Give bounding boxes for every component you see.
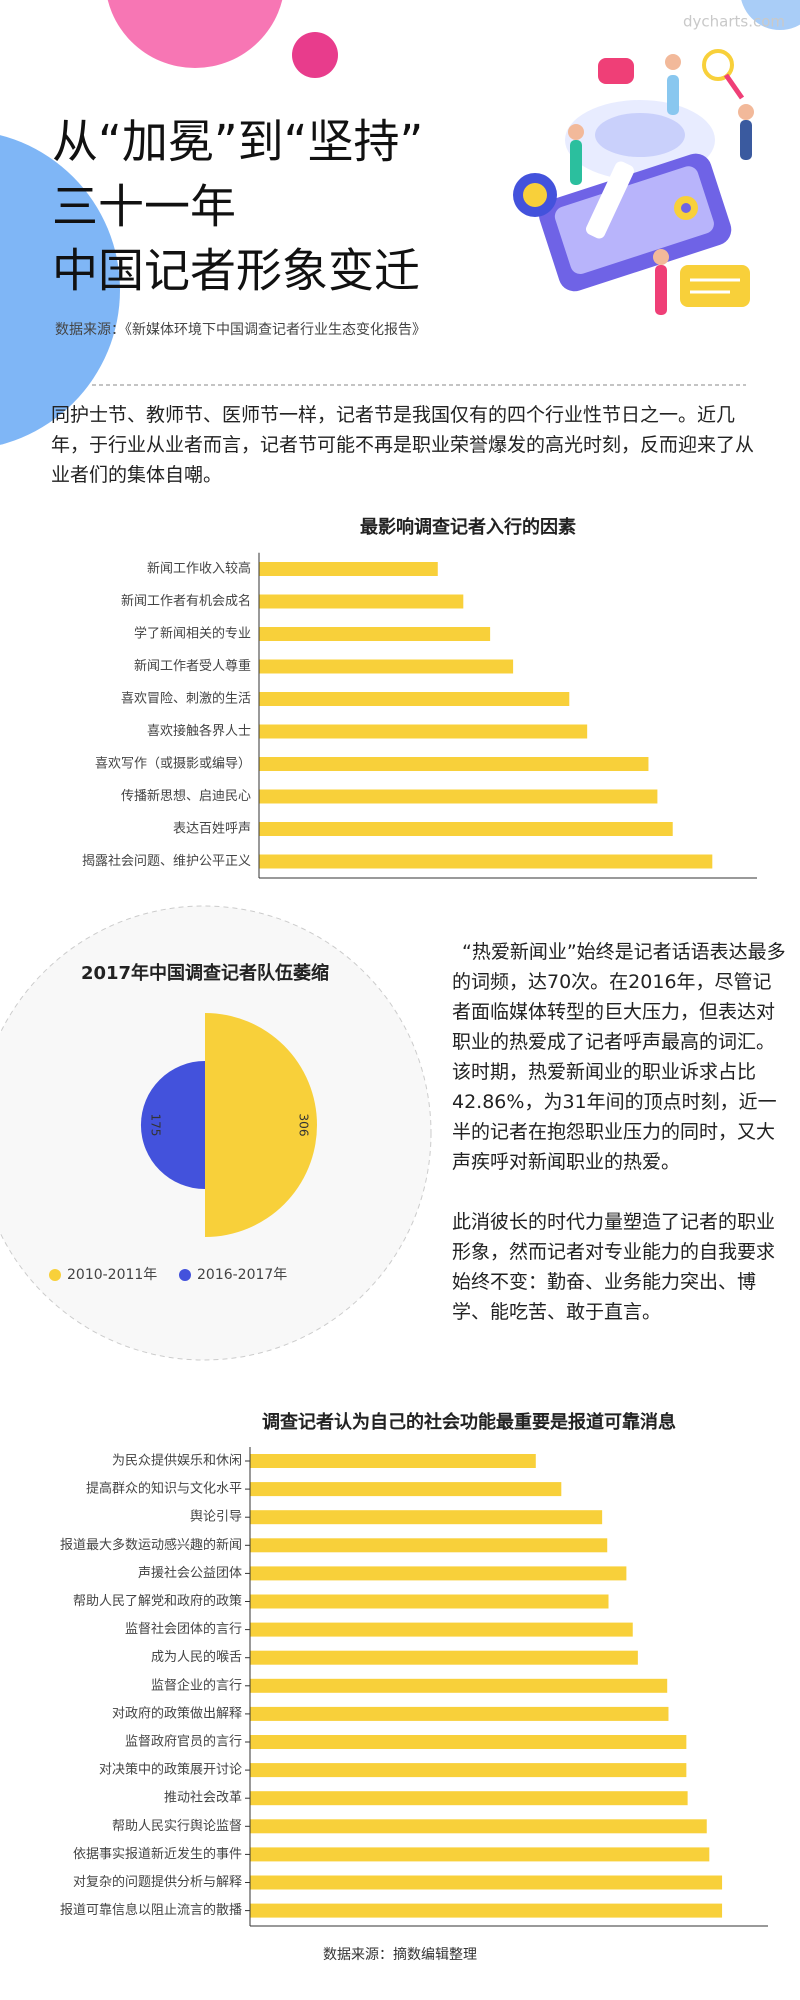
- bar: [259, 594, 464, 609]
- bar: [259, 724, 588, 739]
- y-tick-label: 传播新思想、启迪民心: [121, 788, 251, 804]
- y-tick-label: 表达百姓呼声: [173, 822, 251, 837]
- y-tick-label: 报道最大多数运动感兴趣的新闻: [60, 1537, 242, 1553]
- rose-sector: [140, 1060, 205, 1190]
- y-tick-label: 声援社会公益团体: [138, 1565, 242, 1581]
- bar: [250, 1735, 687, 1749]
- y-tick-label: 对决策中的政策展开讨论: [99, 1762, 242, 1778]
- y-tick-label: 学了新闻相关的专业: [134, 626, 251, 642]
- bar: [250, 1763, 687, 1778]
- bar: [259, 562, 438, 576]
- bar: [259, 692, 570, 706]
- intro: 同护士节、教师节、医师节一样，记者节是我国仅有的四个行业性节日之一。近几年，于行…: [51, 404, 755, 486]
- bar: [250, 1706, 669, 1721]
- bar: [250, 1650, 638, 1665]
- side-text: “热爱新闻业”始终是记者话语表达最多的词频，达70次。在2016年，尽管记者面临…: [452, 941, 786, 1173]
- decor-circle: [0, 135, 120, 445]
- bar: [250, 1566, 627, 1581]
- logo: dycharts.com: [683, 13, 785, 31]
- source: 数据来源：《新媒体环境下中国调查记者行业生态变化报告》: [55, 322, 426, 338]
- title-line: 中国记者形象变迁: [52, 244, 420, 298]
- chart-title: 调查记者认为自己的社会功能最重要是报道可靠消息: [262, 1411, 676, 1433]
- bar: [250, 1847, 710, 1862]
- y-tick-label: 对复杂的问题提供分析与解释: [73, 1874, 242, 1890]
- y-tick-label: 报道可靠信息以阻止流言的散播: [60, 1902, 242, 1918]
- bar: [250, 1678, 668, 1693]
- bar: [259, 659, 514, 674]
- bar: [250, 1903, 723, 1918]
- y-tick-label: 帮助人民了解党和政府的政策: [73, 1593, 242, 1609]
- bar: [250, 1622, 633, 1637]
- y-tick-label: 推动社会改革: [164, 1790, 242, 1806]
- bar: [250, 1819, 707, 1834]
- legend-swatch: [49, 1269, 61, 1281]
- y-tick-label: 监督社会团体的言行: [125, 1621, 242, 1637]
- bar: [250, 1482, 562, 1497]
- y-tick-label: 舆论引导: [190, 1510, 242, 1525]
- decor-circle: [741, 0, 800, 30]
- bar: [250, 1538, 608, 1553]
- bar: [250, 1454, 536, 1468]
- bar: [250, 1791, 688, 1806]
- y-tick-label: 新闻工作收入较高: [147, 561, 251, 577]
- bar: [259, 757, 649, 771]
- bar: [250, 1510, 603, 1525]
- y-tick-label: 成为人民的喉舌: [151, 1649, 242, 1665]
- bar: [250, 1594, 609, 1609]
- decor-circle: [107, 0, 283, 68]
- bar: [259, 627, 491, 641]
- rose-sector: [205, 1013, 317, 1237]
- y-tick-label: 喜欢写作（或摄影或编导）: [95, 757, 251, 772]
- y-tick-label: 提高群众的知识与文化水平: [86, 1481, 242, 1497]
- side-text: 此消彼长的时代力量塑造了记者的职业形象，然而记者对专业能力的自我要求始终不变：勤…: [452, 1211, 776, 1323]
- legend-label: 2016-2017年: [197, 1267, 287, 1283]
- bar: [259, 789, 658, 804]
- decor-circle: [292, 32, 338, 78]
- y-tick-label: 对政府的政策做出解释: [112, 1705, 242, 1721]
- y-tick-label: 帮助人民实行舆论监督: [112, 1819, 242, 1834]
- title-line: 三十一年: [52, 180, 236, 234]
- data-label: 306: [297, 1114, 311, 1137]
- footer: 数据来源：摘数编辑整理: [323, 1946, 477, 1963]
- chart-title: 2017年中国调查记者队伍萎缩: [81, 962, 329, 984]
- y-tick-label: 新闻工作者有机会成名: [121, 593, 251, 609]
- chart-title: 最影响调查记者入行的因素: [360, 516, 576, 538]
- data-label: 175: [148, 1114, 162, 1137]
- y-tick-label: 监督企业的言行: [151, 1677, 242, 1693]
- y-tick-label: 喜欢接触各界人士: [147, 723, 251, 739]
- illustration: [513, 49, 754, 315]
- bar: [259, 822, 673, 836]
- y-tick-label: 新闻工作者受人尊重: [134, 658, 251, 674]
- y-tick-label: 监督政府官员的言行: [125, 1734, 242, 1750]
- bar: [250, 1875, 723, 1890]
- y-tick-label: 喜欢冒险、刺激的生活: [121, 691, 251, 707]
- y-tick-label: 为民众提供娱乐和休闲: [112, 1453, 242, 1469]
- title-line: 从“加冕”到“坚持”: [52, 115, 423, 169]
- legend-label: 2010-2011年: [67, 1267, 157, 1283]
- y-tick-label: 依据事实报道新近发生的事件: [73, 1846, 242, 1862]
- y-tick-label: 揭露社会问题、维护公平正义: [82, 853, 251, 869]
- legend-swatch: [179, 1269, 191, 1281]
- bar: [259, 854, 713, 869]
